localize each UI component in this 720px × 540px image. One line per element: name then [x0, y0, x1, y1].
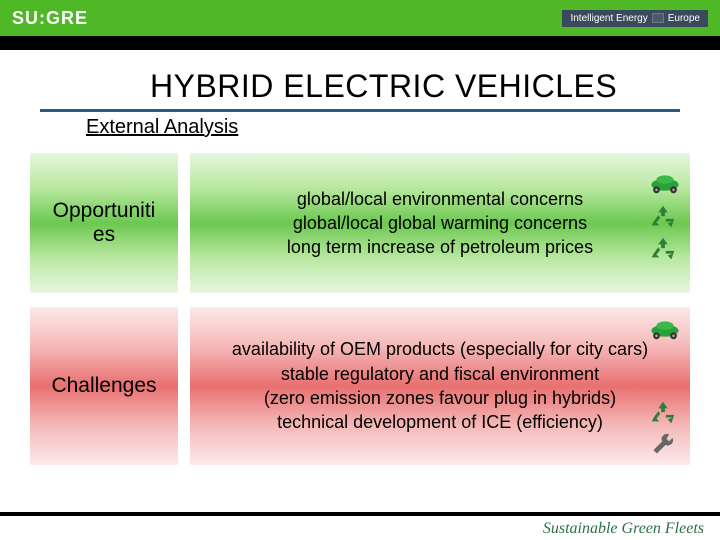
logo-right: Intelligent Energy Europe: [562, 10, 708, 27]
page-title: HYBRID ELECTRIC VEHICLES: [0, 50, 720, 109]
logo-right-text-b: Europe: [668, 13, 700, 24]
row-body-opportunities: global/local environmental concerns glob…: [190, 153, 690, 293]
row-body-challenges: availability of OEM products (especially…: [190, 307, 690, 465]
car-icon: [648, 171, 682, 195]
label-text: Challenges: [51, 374, 156, 398]
header-bar: SU:GRE Intelligent Energy Europe: [0, 0, 720, 36]
footer-strip: [0, 512, 720, 516]
logo-right-text-a: Intelligent Energy: [570, 13, 647, 24]
eu-flag-icon: [652, 13, 664, 23]
row-opportunities: Opportuniti es global/local environmenta…: [30, 153, 690, 293]
recycle-icon: [646, 203, 680, 227]
row-challenges: Challenges availability of OEM products …: [30, 307, 690, 465]
recycle-icon: [646, 399, 680, 423]
row-label-challenges: Challenges: [30, 307, 178, 465]
label-text: Opportuniti es: [53, 199, 156, 247]
header-black-strip: [0, 36, 720, 50]
row-label-opportunities: Opportuniti es: [30, 153, 178, 293]
wrench-icon: [646, 431, 680, 455]
logo-left: SU:GRE: [12, 8, 88, 29]
content-area: Opportuniti es global/local environmenta…: [0, 153, 720, 465]
body-text: availability of OEM products (especially…: [232, 337, 648, 434]
subtitle: External Analysis: [0, 112, 720, 153]
car-icon: [648, 317, 682, 341]
footer-text: Sustainable Green Fleets: [543, 520, 704, 538]
recycle-icon: [646, 235, 680, 259]
body-text: global/local environmental concerns glob…: [287, 187, 593, 260]
